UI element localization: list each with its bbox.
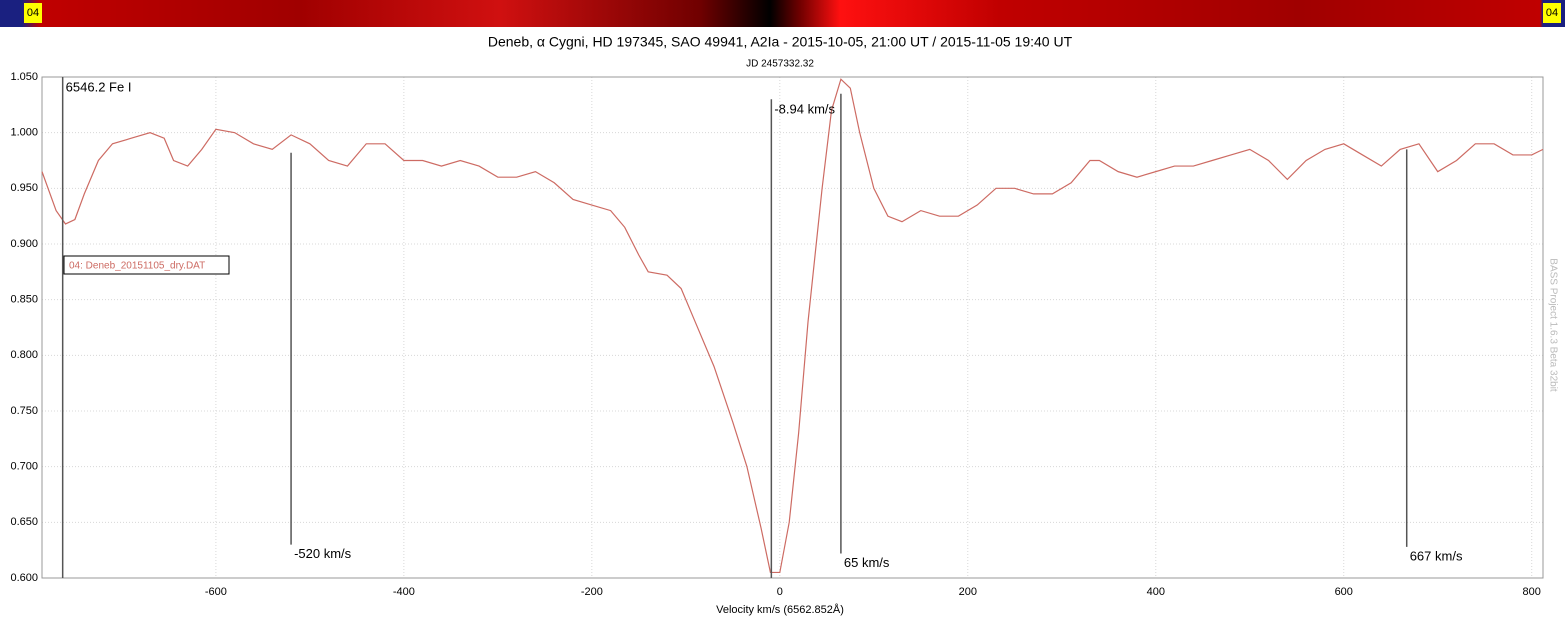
x-tick-label: 200 (959, 586, 977, 598)
chart-title: Deneb, α Cygni, HD 197345, SAO 49941, A2… (488, 34, 1073, 50)
y-tick-label: 0.900 (10, 238, 38, 250)
x-tick-label: -400 (393, 586, 415, 598)
x-tick-label: 800 (1523, 586, 1541, 598)
chart-subtitle: JD 2457332.32 (746, 59, 814, 70)
marker-label: -8.94 km/s (774, 102, 835, 117)
y-tick-label: 0.700 (10, 461, 38, 473)
plot-frame (41, 76, 1544, 579)
marker-label: 6546.2 Fe I (66, 79, 132, 94)
x-axis-label: Velocity km/s (6562.852Å) (716, 603, 844, 616)
y-tick-label: 0.850 (10, 294, 38, 306)
badge: 04 (24, 3, 42, 23)
color-strip (0, 0, 1565, 27)
x-tick-label: -200 (581, 586, 603, 598)
y-tick-label: 0.750 (10, 405, 38, 417)
x-tick-label: 600 (1335, 586, 1353, 598)
x-tick-label: 400 (1147, 586, 1165, 598)
y-tick-label: 0.600 (10, 572, 38, 584)
watermark: BASS Project 1.6.3 Beta 32bit (1547, 258, 1558, 392)
y-tick-label: 0.950 (10, 182, 38, 194)
badge: 04 (1543, 3, 1561, 23)
x-tick-label: 0 (777, 586, 783, 598)
legend-box (63, 255, 230, 275)
marker-label: 65 km/s (844, 555, 890, 570)
y-tick-label: 1.050 (10, 71, 38, 83)
x-tick-label: -600 (205, 586, 227, 598)
y-tick-label: 0.650 (10, 516, 38, 528)
y-tick-label: 1.000 (10, 127, 38, 139)
marker-label: 667 km/s (1410, 548, 1463, 563)
chart: Deneb, α Cygni, HD 197345, SAO 49941, A2… (10, 34, 1558, 616)
marker-label: -520 km/s (294, 546, 352, 561)
legend-entry: 04: Deneb_20151105_dry.DAT (69, 261, 205, 272)
spectrum-line (41, 78, 1544, 574)
y-tick-label: 0.800 (10, 349, 38, 361)
